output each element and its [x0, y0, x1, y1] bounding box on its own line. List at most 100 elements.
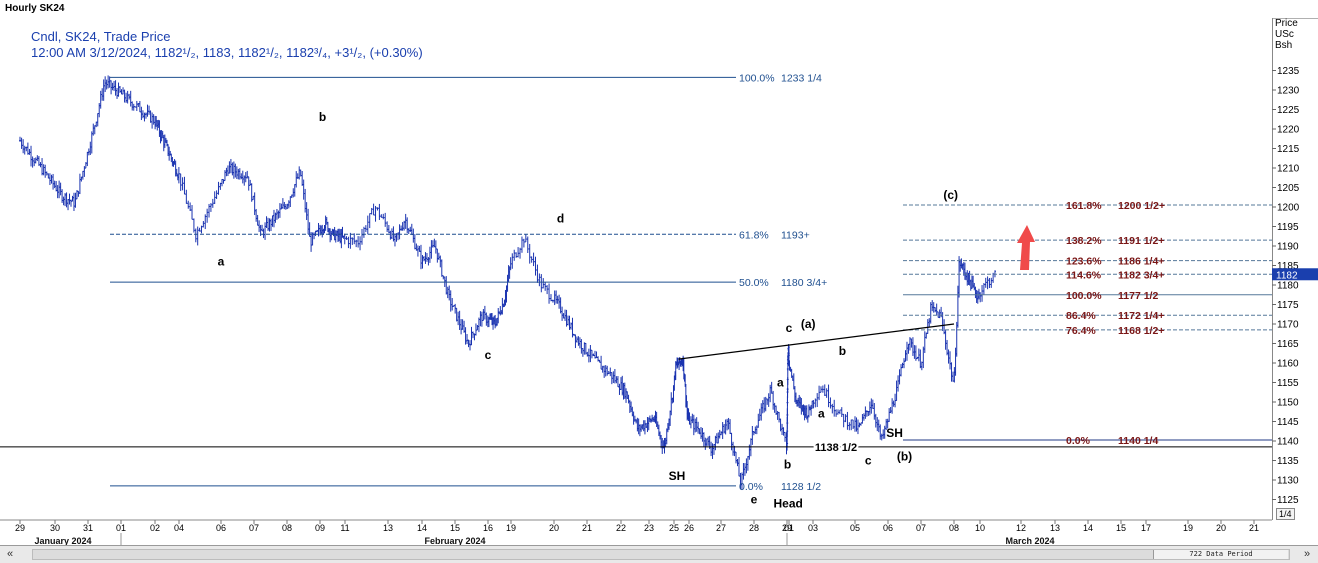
fib-red-pct: 0.0%: [1066, 435, 1091, 447]
x-tick-label: 13: [1050, 523, 1060, 533]
window-title: Hourly SK24: [5, 3, 65, 14]
x-tick-label: 05: [850, 523, 860, 533]
wave-label: b: [784, 457, 791, 471]
fib-red-price: 1191 1/2+: [1118, 235, 1164, 247]
fib-red-price: 1172 1/4+: [1118, 310, 1164, 322]
y-tick-label: 1135: [1277, 456, 1299, 467]
scroll-right-button[interactable]: »: [1303, 548, 1311, 560]
scroll-track[interactable]: 722 Data Period: [32, 549, 1290, 560]
page-indicator[interactable]: 1/4: [1276, 508, 1295, 520]
fib-red-pct: 123.6%: [1066, 256, 1102, 268]
fib-red-price: 1186 1/4+: [1118, 256, 1164, 268]
title-bar: Hourly SK24: [0, 0, 1318, 19]
y-tick-label: 1130: [1277, 476, 1299, 487]
y-tick-label: 1155: [1277, 378, 1299, 389]
y-tick-label: 1140: [1277, 437, 1299, 448]
fib-red-price: 1177 1/2: [1118, 290, 1158, 302]
x-tick-label: 28: [749, 523, 759, 533]
wave-label: a: [777, 375, 784, 389]
x-tick-label: 04: [174, 523, 184, 533]
x-tick-label: 07: [249, 523, 259, 533]
x-tick-label: 09: [315, 523, 325, 533]
fib-blue-price: 1128 1/2: [781, 481, 821, 493]
y-tick-label: 1220: [1277, 125, 1300, 136]
x-tick-label: 03: [808, 523, 818, 533]
y-tick-label: 1195: [1277, 222, 1299, 233]
scrollbar[interactable]: « 722 Data Period »: [0, 545, 1318, 563]
price-axis-title: Price USc Bsh: [1275, 18, 1298, 51]
x-tick-label: 08: [282, 523, 292, 533]
current-price-marker: [1272, 268, 1318, 281]
wave-label: SH: [886, 426, 903, 440]
x-tick-label: 22: [616, 523, 626, 533]
x-tick-label: 21: [1249, 523, 1259, 533]
fib-red-price: 1200 1/2+: [1118, 200, 1165, 212]
y-tick-label: 1235: [1277, 66, 1300, 77]
wave-label: c: [865, 453, 872, 467]
x-tick-label: 17: [1141, 523, 1151, 533]
x-tick-label: 27: [716, 523, 726, 533]
y-tick-label: 1180: [1277, 281, 1299, 292]
wave-label: SH: [669, 469, 686, 483]
x-month-label: March 2024: [1005, 536, 1054, 545]
wave-label: (c): [943, 188, 958, 202]
x-tick-label: 14: [417, 523, 427, 533]
x-tick-label: 20: [1216, 523, 1226, 533]
x-tick-label: 19: [1183, 523, 1193, 533]
fib-red-pct: 76.4%: [1066, 325, 1096, 337]
fib-red-price: 1182 3/4+: [1118, 269, 1164, 281]
x-tick-label: 11: [340, 523, 349, 533]
x-tick-label: 14: [1083, 523, 1093, 533]
x-tick-label: 01: [784, 523, 794, 533]
x-tick-label: 26: [684, 523, 694, 533]
wave-label: a: [818, 407, 825, 421]
x-tick-label: 15: [450, 523, 460, 533]
neckline: [678, 323, 955, 360]
y-tick-label: 1210: [1277, 164, 1300, 175]
scroll-left-button[interactable]: «: [6, 548, 14, 560]
y-tick-label: 1170: [1277, 320, 1299, 331]
fib-red-price: 1140 1/4: [1118, 435, 1158, 447]
x-tick-label: 12: [1016, 523, 1026, 533]
x-month-label: January 2024: [34, 536, 91, 545]
x-tick-label: 06: [216, 523, 226, 533]
y-tick-label: 1160: [1277, 359, 1299, 370]
wave-label: d: [557, 212, 564, 226]
x-tick-label: 13: [383, 523, 393, 533]
wave-label: c: [786, 321, 793, 335]
legend-ohlc: 12:00 AM 3/12/2024, 1182¹/₂, 1183, 1182¹…: [31, 45, 423, 60]
scroll-thumb[interactable]: 722 Data Period: [1153, 550, 1288, 559]
y-tick-label: 1230: [1277, 86, 1300, 97]
y-tick-label: 1215: [1277, 144, 1300, 155]
support-label: 1138 1/2: [815, 442, 857, 454]
y-tick-label: 1225: [1277, 105, 1300, 116]
x-tick-label: 20: [549, 523, 559, 533]
x-tick-label: 10: [975, 523, 985, 533]
fib-blue-price: 1233 1/4: [781, 72, 822, 84]
x-tick-label: 30: [50, 523, 60, 533]
plot-background[interactable]: [0, 18, 1272, 520]
x-tick-label: 21: [582, 523, 592, 533]
chart-area[interactable]: 1125 1130 1135 1140 1145 1150 1155 1160 1165 1170…: [0, 18, 1318, 545]
x-month-label: February 2024: [424, 536, 485, 545]
price-axis-title-line: Bsh: [1275, 40, 1293, 51]
y-tick-label: 1125: [1277, 495, 1299, 506]
fib-red-pct: 161.8%: [1066, 200, 1102, 212]
wave-label: (b): [897, 450, 912, 464]
wave-label: b: [839, 344, 846, 358]
wave-label: c: [485, 348, 492, 362]
price-axis-title-line: Price: [1275, 18, 1298, 29]
target-arrow-icon: [1017, 225, 1035, 270]
fib-red-pct: 100.0%: [1066, 290, 1102, 302]
x-tick-label: 08: [949, 523, 959, 533]
fib-blue-price: 1180 3/4+: [781, 277, 827, 289]
current-price-label: 1182: [1276, 270, 1298, 281]
wave-label: b: [319, 110, 326, 124]
x-tick-label: 25: [669, 523, 679, 533]
y-tick-label: 1145: [1277, 417, 1299, 428]
fib-blue-pct: 100.0%: [739, 72, 775, 84]
x-tick-label: 29: [15, 523, 25, 533]
price-axis-title-line: USc: [1275, 29, 1294, 40]
chart-svg[interactable]: 1125113011351140114511501155116011651170…: [0, 18, 1318, 545]
fib-red-pct: 86.4%: [1066, 310, 1096, 322]
